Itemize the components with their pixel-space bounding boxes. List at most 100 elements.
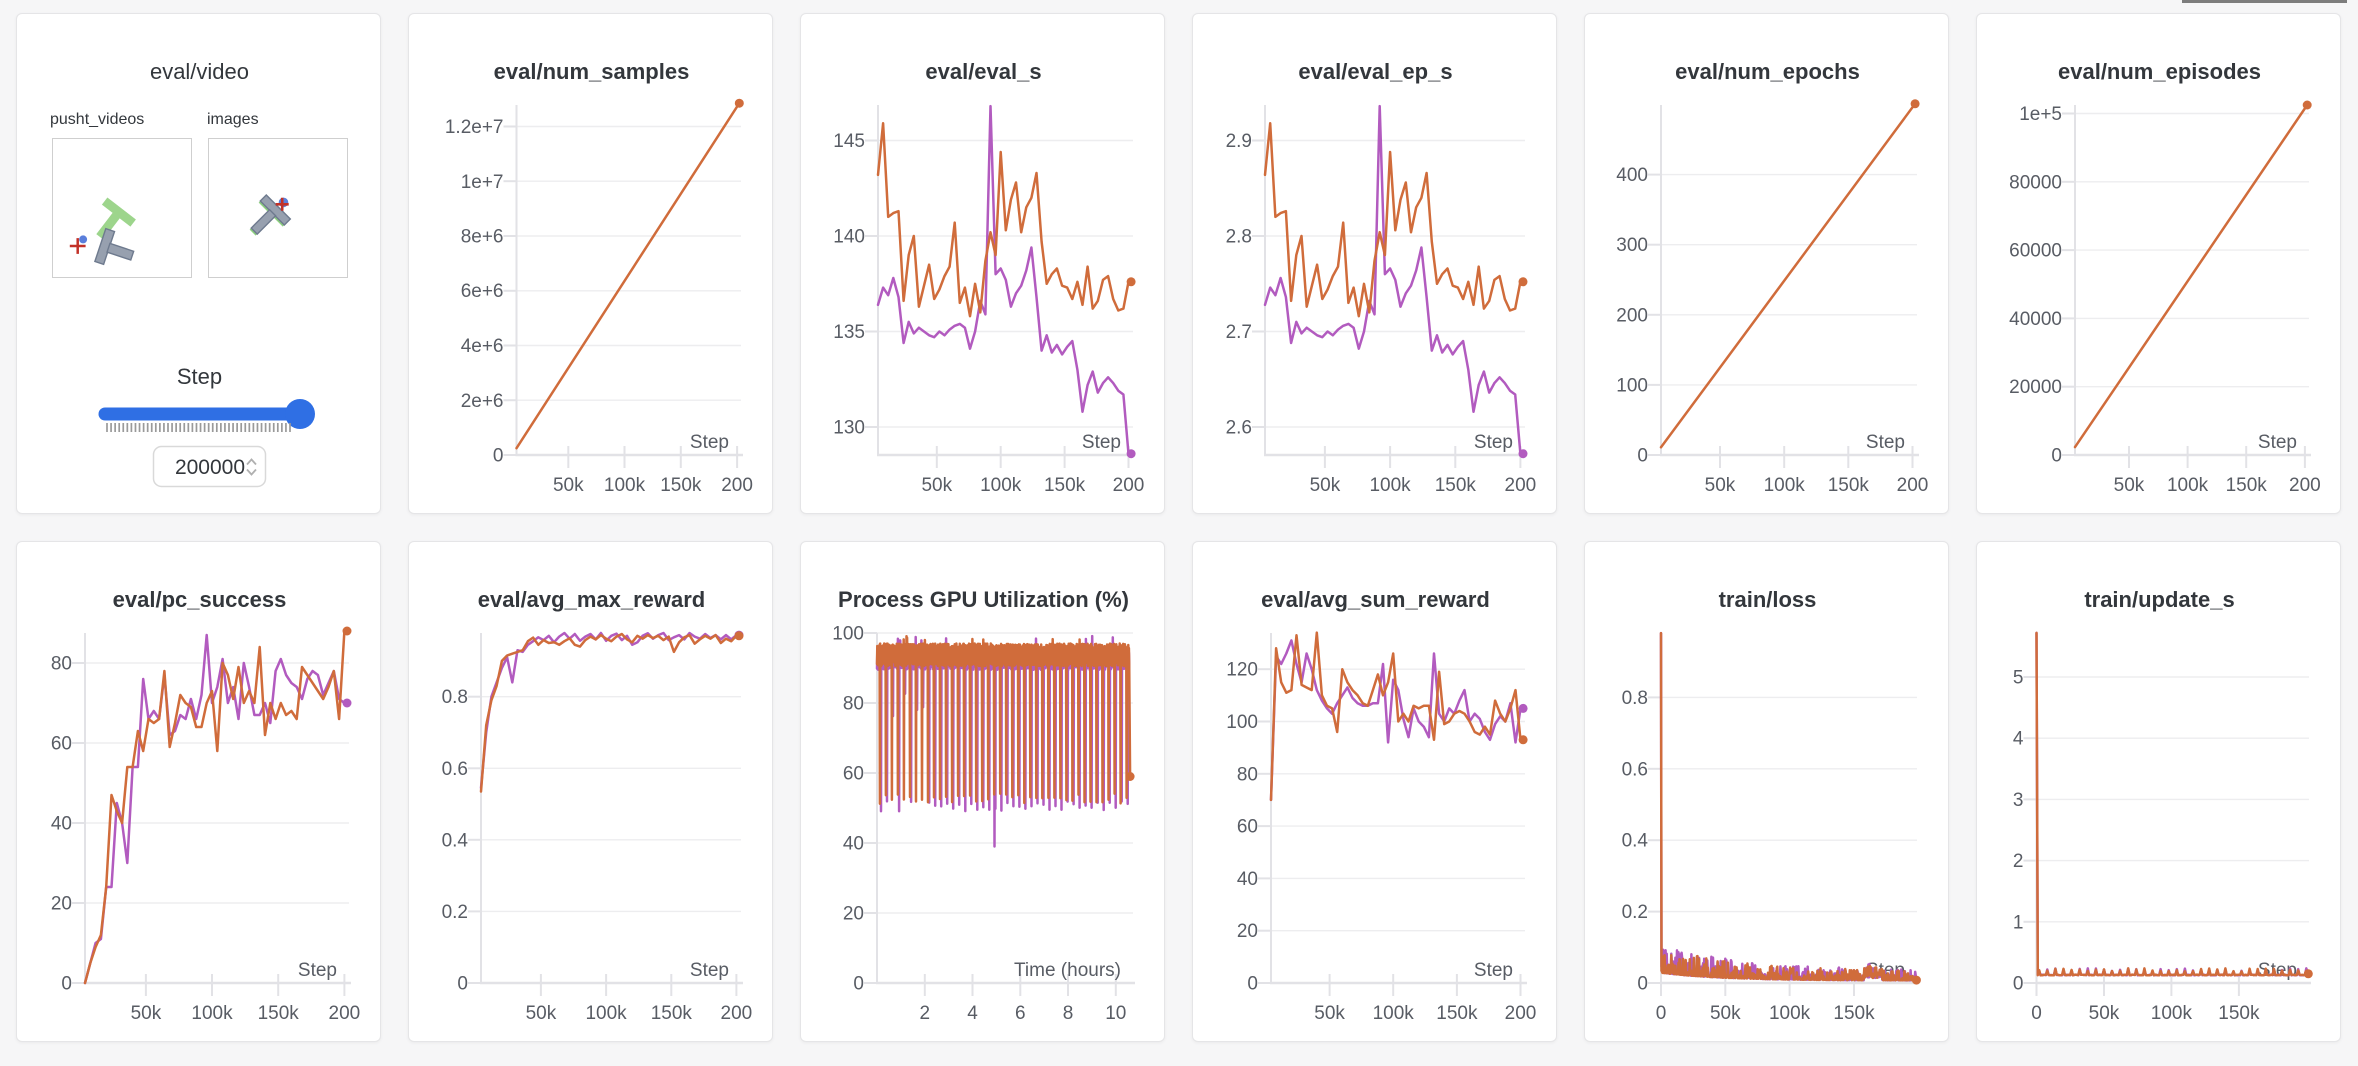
svg-text:200000: 200000 bbox=[175, 456, 245, 479]
svg-text:150k: 150k bbox=[1436, 1003, 1478, 1024]
svg-text:4: 4 bbox=[967, 1003, 978, 1024]
svg-text:Process GPU Utilization (%): Process GPU Utilization (%) bbox=[838, 587, 1129, 612]
svg-text:150k: 150k bbox=[660, 475, 702, 496]
svg-text:0: 0 bbox=[2031, 1003, 2042, 1024]
svg-text:0: 0 bbox=[2013, 974, 2024, 995]
svg-text:200: 200 bbox=[2289, 475, 2321, 496]
svg-text:50k: 50k bbox=[2114, 475, 2145, 496]
svg-text:80: 80 bbox=[1237, 764, 1258, 785]
svg-text:pusht_videos: pusht_videos bbox=[50, 111, 144, 128]
svg-text:50k: 50k bbox=[1710, 1003, 1741, 1024]
svg-text:150k: 150k bbox=[2226, 475, 2268, 496]
svg-text:2e+6: 2e+6 bbox=[461, 391, 504, 412]
svg-text:100k: 100k bbox=[1769, 1003, 1811, 1024]
svg-text:100k: 100k bbox=[2151, 1003, 2193, 1024]
svg-text:40000: 40000 bbox=[2009, 309, 2062, 330]
svg-text:400: 400 bbox=[1616, 165, 1648, 186]
svg-text:Step: Step bbox=[1866, 432, 1905, 453]
svg-text:80: 80 bbox=[51, 654, 72, 675]
svg-text:100: 100 bbox=[1226, 712, 1258, 733]
svg-text:50k: 50k bbox=[2089, 1003, 2120, 1024]
svg-text:0.6: 0.6 bbox=[442, 759, 468, 780]
svg-text:50k: 50k bbox=[131, 1003, 162, 1024]
svg-text:0.4: 0.4 bbox=[1622, 831, 1649, 852]
svg-text:50k: 50k bbox=[921, 475, 952, 496]
svg-text:0: 0 bbox=[493, 446, 504, 467]
svg-text:Step: Step bbox=[690, 432, 729, 453]
svg-text:150k: 150k bbox=[1044, 475, 1086, 496]
svg-text:2.8: 2.8 bbox=[1226, 227, 1252, 248]
svg-text:6: 6 bbox=[1015, 1003, 1026, 1024]
svg-text:2: 2 bbox=[2013, 851, 2024, 872]
svg-text:300: 300 bbox=[1616, 235, 1648, 256]
svg-text:0.6: 0.6 bbox=[1622, 759, 1648, 780]
svg-text:150k: 150k bbox=[651, 1003, 693, 1024]
svg-text:train/loss: train/loss bbox=[1719, 587, 1817, 612]
svg-text:0: 0 bbox=[61, 974, 72, 995]
svg-text:0: 0 bbox=[1637, 974, 1648, 995]
svg-text:80: 80 bbox=[843, 694, 864, 715]
svg-text:0.4: 0.4 bbox=[442, 830, 469, 851]
svg-text:3: 3 bbox=[2013, 790, 2024, 811]
svg-text:50k: 50k bbox=[553, 475, 584, 496]
svg-text:150k: 150k bbox=[1833, 1003, 1875, 1024]
svg-text:Step: Step bbox=[690, 960, 729, 981]
svg-text:0.2: 0.2 bbox=[1622, 902, 1648, 923]
svg-text:135: 135 bbox=[833, 322, 865, 343]
svg-text:100k: 100k bbox=[604, 475, 646, 496]
svg-text:Step: Step bbox=[1082, 432, 1121, 453]
svg-text:100k: 100k bbox=[1373, 1003, 1415, 1024]
svg-text:100k: 100k bbox=[980, 475, 1022, 496]
svg-text:200: 200 bbox=[329, 1003, 361, 1024]
svg-text:200: 200 bbox=[1897, 475, 1929, 496]
svg-text:50k: 50k bbox=[1314, 1003, 1345, 1024]
svg-text:200: 200 bbox=[721, 475, 753, 496]
svg-text:4: 4 bbox=[2013, 729, 2024, 750]
svg-text:eval/avg_max_reward: eval/avg_max_reward bbox=[478, 587, 706, 612]
svg-text:2.6: 2.6 bbox=[1226, 418, 1252, 439]
svg-text:Step: Step bbox=[1474, 960, 1513, 981]
svg-text:100k: 100k bbox=[191, 1003, 233, 1024]
svg-text:100: 100 bbox=[1616, 375, 1648, 396]
svg-text:200: 200 bbox=[1113, 475, 1145, 496]
svg-text:100k: 100k bbox=[2167, 475, 2209, 496]
svg-text:200: 200 bbox=[1616, 305, 1648, 326]
svg-text:150k: 150k bbox=[258, 1003, 300, 1024]
svg-text:1: 1 bbox=[2013, 912, 2024, 933]
svg-text:0.8: 0.8 bbox=[442, 687, 468, 708]
svg-text:10: 10 bbox=[1105, 1003, 1126, 1024]
svg-text:Time (hours): Time (hours) bbox=[1014, 960, 1121, 981]
svg-text:120: 120 bbox=[1226, 660, 1258, 681]
svg-text:0: 0 bbox=[1637, 446, 1648, 467]
svg-text:eval/avg_sum_reward: eval/avg_sum_reward bbox=[1261, 587, 1490, 612]
svg-text:eval/num_samples: eval/num_samples bbox=[494, 59, 690, 84]
svg-text:5: 5 bbox=[2013, 668, 2024, 689]
svg-text:20: 20 bbox=[51, 894, 72, 915]
svg-text:0.8: 0.8 bbox=[1622, 688, 1648, 709]
svg-text:40: 40 bbox=[1237, 869, 1258, 890]
svg-text:2: 2 bbox=[920, 1003, 931, 1024]
svg-text:100k: 100k bbox=[1764, 475, 1806, 496]
svg-text:0: 0 bbox=[457, 974, 468, 995]
svg-text:50k: 50k bbox=[1310, 475, 1341, 496]
svg-text:200: 200 bbox=[1505, 475, 1537, 496]
svg-text:6e+6: 6e+6 bbox=[461, 281, 504, 302]
svg-text:40: 40 bbox=[843, 834, 864, 855]
svg-text:2.7: 2.7 bbox=[1226, 322, 1252, 343]
svg-text:20000: 20000 bbox=[2009, 377, 2062, 398]
svg-text:eval/num_episodes: eval/num_episodes bbox=[2058, 59, 2261, 84]
svg-text:1.2e+7: 1.2e+7 bbox=[445, 117, 504, 138]
svg-text:1e+5: 1e+5 bbox=[2019, 104, 2062, 125]
svg-text:50k: 50k bbox=[1705, 475, 1736, 496]
svg-text:Step: Step bbox=[1474, 432, 1513, 453]
svg-text:Step: Step bbox=[177, 364, 222, 389]
svg-text:80000: 80000 bbox=[2009, 172, 2062, 193]
svg-text:200: 200 bbox=[721, 1003, 753, 1024]
svg-text:60: 60 bbox=[1237, 817, 1258, 838]
svg-text:60: 60 bbox=[51, 734, 72, 755]
svg-text:145: 145 bbox=[833, 131, 865, 152]
svg-text:4e+6: 4e+6 bbox=[461, 336, 504, 357]
svg-text:images: images bbox=[207, 111, 259, 128]
svg-text:train/update_s: train/update_s bbox=[2084, 587, 2234, 612]
svg-text:140: 140 bbox=[833, 227, 865, 248]
